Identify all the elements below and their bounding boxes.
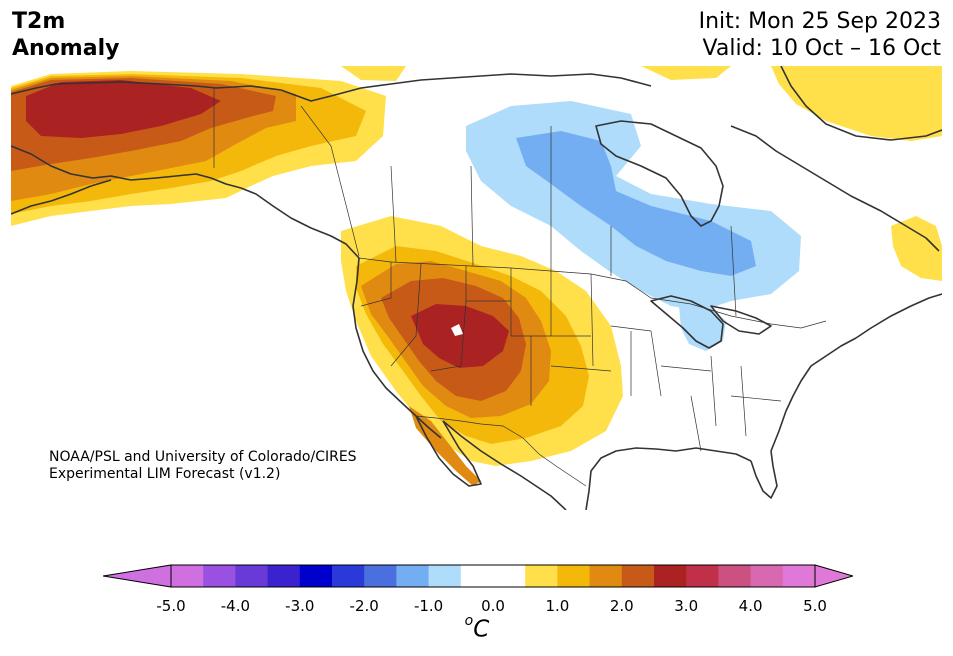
colorbar-tick-label: -4.0 — [220, 597, 251, 615]
unit-celsius: C — [473, 616, 490, 643]
colorbar-tick-label: -3.0 — [285, 597, 315, 615]
warm-region-west-3 — [411, 304, 509, 368]
colorbar-cell — [460, 565, 494, 587]
canada-provinces — [300, 105, 737, 317]
colorbar-cells — [171, 565, 816, 587]
colorbar-under-triangle — [102, 564, 172, 588]
colorbar-cell — [171, 565, 204, 587]
map-canvas — [11, 66, 942, 510]
warm-region-arctic-islands — [341, 66, 731, 81]
colorbar — [102, 563, 855, 589]
colorbar-tick-label: 3.0 — [674, 597, 699, 615]
colorbar-cell — [750, 565, 784, 587]
init-date: Init: Mon 25 Sep 2023 — [698, 9, 941, 34]
colorbar-cell — [525, 565, 558, 587]
border-us-mexico — [415, 415, 587, 487]
coast-florida — [750, 450, 778, 499]
coast-mexico-west — [442, 420, 567, 510]
colorbar-cell — [557, 565, 591, 587]
colorbar-cell — [364, 565, 397, 587]
colorbar-tick-label: -5.0 — [156, 597, 186, 615]
colorbar-cell — [621, 565, 655, 587]
credit-text: NOAA/PSL and University of Colorado/CIRE… — [49, 449, 357, 483]
coast-labrador — [730, 125, 940, 252]
colorbar-cell — [299, 565, 333, 587]
coast-hudson-bay — [595, 120, 724, 227]
colorbar-unit: oC — [459, 613, 495, 643]
colorbar-cell — [718, 565, 752, 587]
colorbar-cell — [493, 565, 526, 587]
colorbar-ticks: -5.0 -4.0 -3.0 -2.0 -1.0 0.0 1.0 2.0 3.0 4.0 5.0 — [0, 597, 953, 615]
coast-us-east — [770, 337, 857, 452]
colorbar-tick-label: -2.0 — [349, 597, 379, 615]
colorbar-cell — [654, 565, 687, 587]
coast-greenland — [780, 66, 942, 141]
warm-region-alaska-3 — [26, 80, 221, 138]
colorbar-cell — [396, 565, 430, 587]
coast-alaska-north — [11, 81, 217, 95]
colorbar-cell — [332, 565, 365, 587]
colorbar-tick-label: -1.0 — [413, 597, 444, 615]
colorbar-cell — [782, 565, 816, 587]
colorbar-tick-label: 0.0 — [481, 597, 505, 615]
colorbar-tick-label: 2.0 — [609, 597, 634, 615]
credit-line-1: NOAA/PSL and University of Colorado/CIRE… — [49, 449, 357, 465]
credit-line-2: Experimental LIM Forecast (v1.2) — [49, 466, 281, 482]
coast-aleutians — [11, 179, 112, 215]
colorbar-tick-label: 5.0 — [803, 597, 827, 615]
colorbar-cell — [589, 565, 623, 587]
colorbar-cell — [203, 565, 236, 587]
colorbar-over-triangle — [814, 564, 855, 588]
border-us-canada — [358, 257, 827, 329]
colorbar-frame — [170, 564, 816, 588]
valid-date: Valid: 10 Oct – 16 Oct — [702, 36, 941, 61]
colorbar-cell — [428, 565, 462, 587]
us-states — [360, 262, 782, 452]
zero-anomaly-patch — [451, 324, 463, 336]
unit-degree: o — [464, 613, 474, 629]
warm-region-greenland — [771, 66, 942, 141]
coast-us-west — [352, 257, 442, 439]
map-title: T2m Anomaly — [12, 8, 119, 62]
title-line-2: Anomaly — [12, 36, 120, 61]
anomaly-map — [11, 66, 942, 510]
coast-alaska-south — [11, 145, 242, 189]
forecast-dates: Init: Mon 25 Sep 2023 Valid: 10 Oct – 16… — [699, 8, 941, 62]
cold-region-canada-1-5 — [516, 131, 756, 276]
colorbar-cell — [267, 565, 301, 587]
colorbar-cell — [235, 565, 269, 587]
colorbar-tick-label: 1.0 — [545, 597, 570, 615]
political-boundaries — [213, 88, 827, 487]
coast-maritimes — [855, 293, 942, 339]
warm-region-labrador — [891, 216, 942, 281]
coast-baja — [415, 415, 482, 487]
coast-canada-arctic — [215, 73, 652, 102]
coastlines — [11, 66, 942, 510]
cold-region-lakes — [679, 306, 726, 351]
coast-pacific-northwest — [240, 187, 360, 259]
colorbar-svg — [102, 564, 855, 588]
coast-great-lakes — [650, 295, 772, 349]
colorbar-tick-label: 4.0 — [738, 597, 763, 615]
colorbar-cell — [686, 565, 719, 587]
coast-gulf — [585, 447, 752, 510]
title-line-1: T2m — [12, 9, 66, 34]
